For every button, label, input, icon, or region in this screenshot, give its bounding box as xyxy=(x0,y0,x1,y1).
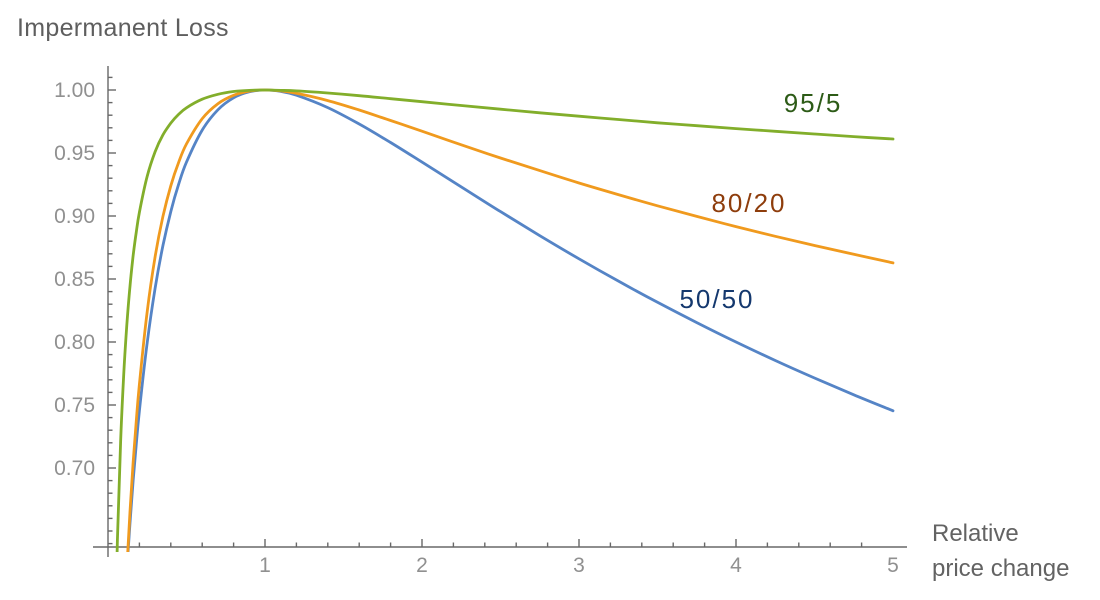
y-tick-label: 0.90 xyxy=(54,205,95,228)
curve-50-50 xyxy=(126,88,895,552)
curves-group xyxy=(115,88,895,552)
curve-80-20 xyxy=(126,88,895,552)
y-tick-label: 0.95 xyxy=(54,142,95,165)
x-axis-label-line2: price change xyxy=(932,555,1070,582)
x-tick-label: 4 xyxy=(730,554,742,577)
y-tick-label: 1.00 xyxy=(54,79,95,102)
chart-title: Impermanent Loss xyxy=(17,14,229,42)
series-label-50-50: 50/50 xyxy=(679,284,754,314)
x-tick-label: 5 xyxy=(887,554,899,577)
y-tick-label: 0.75 xyxy=(54,394,95,417)
x-axis-label: Relative price change xyxy=(932,516,1069,586)
x-tick-label: 1 xyxy=(259,554,271,577)
curve-95-5 xyxy=(115,88,895,552)
y-tick-label: 0.85 xyxy=(54,268,95,291)
series-label-80-20: 80/20 xyxy=(711,188,786,218)
y-tick-label: 0.70 xyxy=(54,457,95,480)
x-axis-label-line1: Relative xyxy=(932,520,1019,547)
y-tick-label: 0.80 xyxy=(54,331,95,354)
x-tick-label: 3 xyxy=(573,554,585,577)
series-label-95-5: 95/5 xyxy=(784,88,843,118)
x-tick-label: 2 xyxy=(416,554,428,577)
